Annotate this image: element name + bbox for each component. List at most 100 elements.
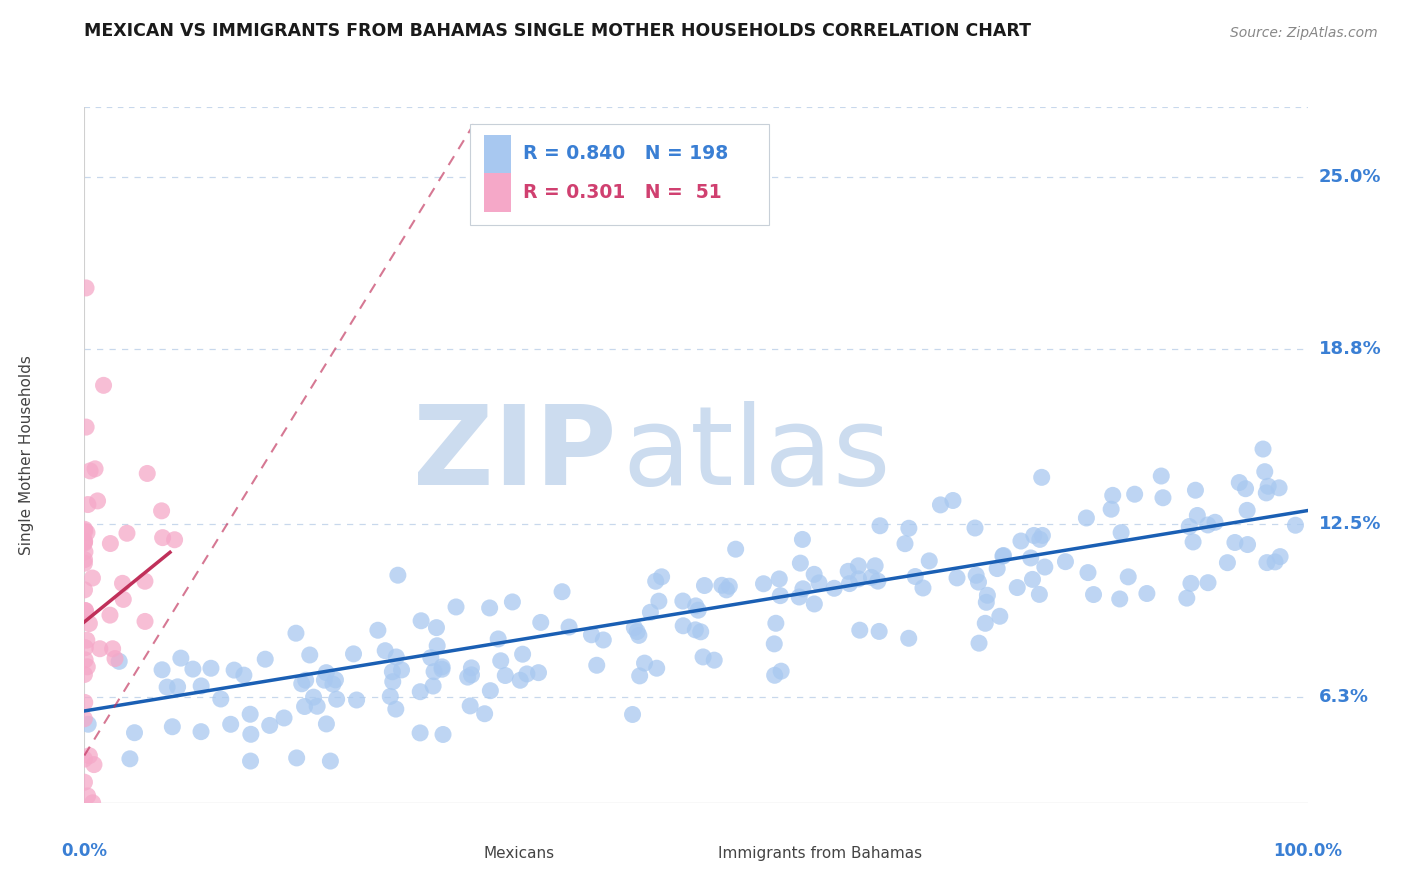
Point (166, 680, 188, 694)
Point (1197, 518, 1219, 533)
Point (644, 574, 666, 589)
Point (380, 690, 402, 704)
Point (724, 542, 747, 557)
Point (73, 865, 96, 880)
Text: ZIP: ZIP (413, 401, 616, 508)
Point (209, 692, 232, 706)
Point (346, 693, 368, 707)
Point (1180, 576, 1202, 591)
Point (789, 556, 811, 570)
Point (75, 603, 97, 617)
Point (716, 582, 738, 597)
Text: R = 0.840   N = 198: R = 0.840 N = 198 (523, 145, 728, 163)
Point (98, 608, 121, 623)
Point (897, 521, 920, 535)
Point (672, 619, 695, 633)
Point (73, 536, 96, 550)
Point (967, 575, 990, 590)
Point (75, 640, 97, 655)
Point (1022, 528, 1045, 542)
Point (411, 614, 433, 628)
Point (869, 518, 891, 533)
Point (75, 604, 97, 618)
Point (73, 667, 96, 681)
Point (409, 726, 432, 740)
Point (918, 554, 941, 568)
Point (627, 628, 650, 642)
Point (1136, 586, 1159, 600)
Point (239, 727, 262, 741)
Point (803, 597, 825, 611)
Point (419, 650, 441, 665)
Point (315, 665, 337, 680)
Point (988, 609, 1011, 624)
Point (807, 575, 830, 590)
Point (894, 537, 917, 551)
Point (976, 595, 998, 609)
Point (190, 679, 212, 693)
Point (1005, 581, 1028, 595)
Point (325, 673, 347, 687)
Text: MEXICAN VS IMMIGRANTS FROM BAHAMAS SINGLE MOTHER HOUSEHOLDS CORRELATION CHART: MEXICAN VS IMMIGRANTS FROM BAHAMAS SINGL… (84, 22, 1032, 40)
Point (273, 711, 295, 725)
Point (929, 498, 952, 512)
Point (849, 623, 872, 637)
Point (1254, 465, 1277, 479)
Point (621, 707, 644, 722)
Bar (484, 173, 512, 211)
Point (1116, 570, 1139, 584)
Point (73, 522, 96, 536)
Point (82, 796, 104, 810)
Point (73, 752, 96, 766)
Point (181, 662, 204, 676)
Point (458, 698, 481, 713)
Point (86, 494, 108, 508)
Text: Mexicans: Mexicans (484, 847, 554, 861)
Point (239, 707, 262, 722)
Point (1021, 573, 1043, 587)
Point (1150, 469, 1173, 483)
Point (367, 624, 389, 638)
Point (1101, 488, 1123, 502)
Point (626, 624, 648, 639)
Point (75, 420, 97, 434)
Point (965, 568, 987, 582)
Point (101, 641, 124, 656)
Point (73, 534, 96, 549)
Point (1264, 555, 1286, 569)
Point (325, 692, 347, 706)
Point (1197, 575, 1219, 590)
Point (134, 615, 156, 629)
Point (294, 699, 316, 714)
Point (302, 690, 325, 705)
Point (860, 570, 883, 584)
Text: atlas: atlas (623, 401, 891, 508)
Point (1236, 503, 1258, 517)
Point (752, 576, 775, 591)
Point (430, 662, 453, 676)
Point (82, 571, 104, 585)
Point (108, 654, 131, 668)
Point (837, 565, 859, 579)
Point (986, 561, 1008, 575)
Point (946, 571, 969, 585)
Point (1033, 560, 1056, 574)
Point (640, 605, 662, 619)
Point (239, 754, 262, 768)
Point (1268, 481, 1291, 495)
Point (592, 632, 614, 647)
Point (685, 599, 707, 613)
Point (77, 808, 100, 822)
Point (1257, 479, 1279, 493)
Point (314, 673, 336, 688)
Point (423, 665, 446, 679)
Point (478, 601, 501, 615)
Point (942, 493, 965, 508)
Point (1268, 549, 1291, 564)
Point (232, 668, 254, 682)
Point (319, 754, 342, 768)
Point (474, 706, 496, 721)
Point (77, 717, 100, 731)
Point (1029, 533, 1052, 547)
Point (628, 669, 651, 683)
